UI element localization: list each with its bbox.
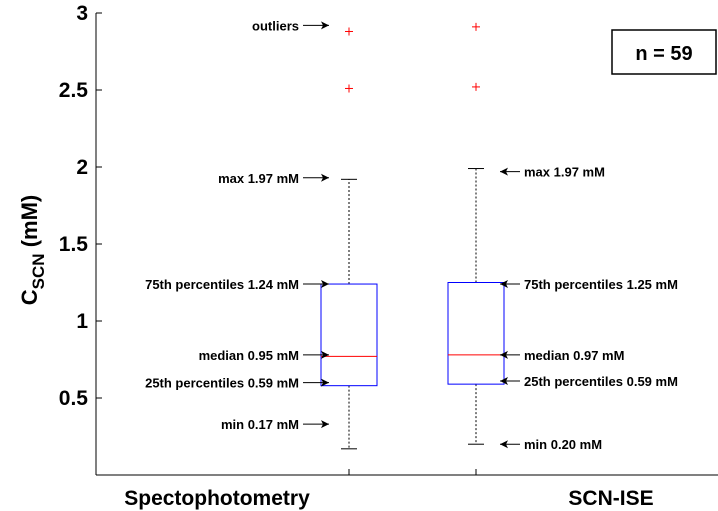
annotation-arrow-head — [500, 440, 508, 449]
annotation: min 0.17 mM — [221, 417, 329, 432]
annotation: 25th percentiles 0.59 mM — [145, 376, 329, 391]
outlier-point — [472, 22, 480, 31]
annotation: max 1.97 mM — [218, 171, 329, 186]
annotation-arrow-head — [500, 167, 508, 176]
outlier-point — [472, 82, 480, 91]
annotation-label: 25th percentiles 0.59 mM — [145, 376, 299, 391]
y-tick-label: 3 — [76, 2, 88, 25]
outlier-point — [345, 27, 353, 36]
y-tick-label: 2 — [76, 156, 88, 179]
annotation-arrow-head — [500, 377, 508, 386]
annotation: outliers — [252, 18, 329, 33]
annotation-label: 75th percentiles 1.25 mM — [524, 277, 678, 292]
iqr-box — [447, 282, 505, 385]
annotation: 75th percentiles 1.25 mM — [500, 277, 678, 292]
annotation-arrow-head — [321, 350, 329, 359]
x-tick-label: SCN-ISE — [568, 487, 653, 510]
n-count-box: n = 59 — [611, 29, 717, 75]
y-tick-label: 1 — [76, 310, 88, 333]
box-1 — [320, 27, 378, 450]
annotation-label: max 1.97 mM — [524, 165, 605, 180]
y-tick-label: 1.5 — [59, 233, 89, 256]
box-series — [320, 22, 505, 450]
annotation: 25th percentiles 0.59 mM — [500, 374, 678, 389]
y-tick-label: 0.5 — [59, 387, 89, 410]
annotation: max 1.97 mM — [500, 165, 605, 180]
y-axis-label-subscript: SCN — [29, 253, 48, 289]
annotation-label: median 0.97 mM — [524, 348, 624, 363]
annotation-label: 25th percentiles 0.59 mM — [524, 374, 678, 389]
y-axis-label-main: C — [17, 289, 42, 305]
annotation-label: min 0.20 mM — [524, 437, 602, 452]
annotation: min 0.20 mM — [500, 437, 602, 452]
axes: 0.5 1 1.5 2 2.5 3 Spectophotometry SCN-ISE — [59, 2, 718, 510]
annotation: median 0.95 mM — [199, 348, 329, 363]
y-axis-label: CSCN (mM) — [17, 195, 48, 305]
x-tick-label: Spectophotometry — [124, 487, 310, 510]
annotation-label: 75th percentiles 1.24 mM — [145, 277, 299, 292]
annotation-label: outliers — [252, 18, 299, 33]
annotation-arrow-head — [321, 173, 329, 182]
annotation-label: max 1.97 mM — [218, 171, 299, 186]
iqr-box — [320, 283, 378, 387]
annotation-arrow-head — [321, 21, 329, 30]
annotation: 75th percentiles 1.24 mM — [145, 277, 329, 292]
annotation-arrow-head — [321, 420, 329, 429]
annotation-label: min 0.17 mM — [221, 417, 299, 432]
annotations: outliers max 1.97 mM 75th percentiles 1.24… — [145, 18, 678, 452]
box-2 — [447, 22, 505, 445]
y-tick-label: 2.5 — [59, 79, 89, 102]
annotation-label: median 0.95 mM — [199, 348, 299, 363]
annotation-arrow-head — [321, 378, 329, 387]
y-axis-label-unit: (mM) — [17, 195, 42, 254]
n-count-label: n = 59 — [635, 43, 692, 65]
annotation: median 0.97 mM — [500, 348, 624, 363]
svg-text:CSCN (mM): CSCN (mM) — [17, 195, 48, 305]
annotation-arrow-head — [500, 280, 508, 289]
outlier-point — [345, 84, 353, 93]
annotation-arrow-head — [321, 280, 329, 289]
annotation-arrow-head — [500, 350, 508, 359]
